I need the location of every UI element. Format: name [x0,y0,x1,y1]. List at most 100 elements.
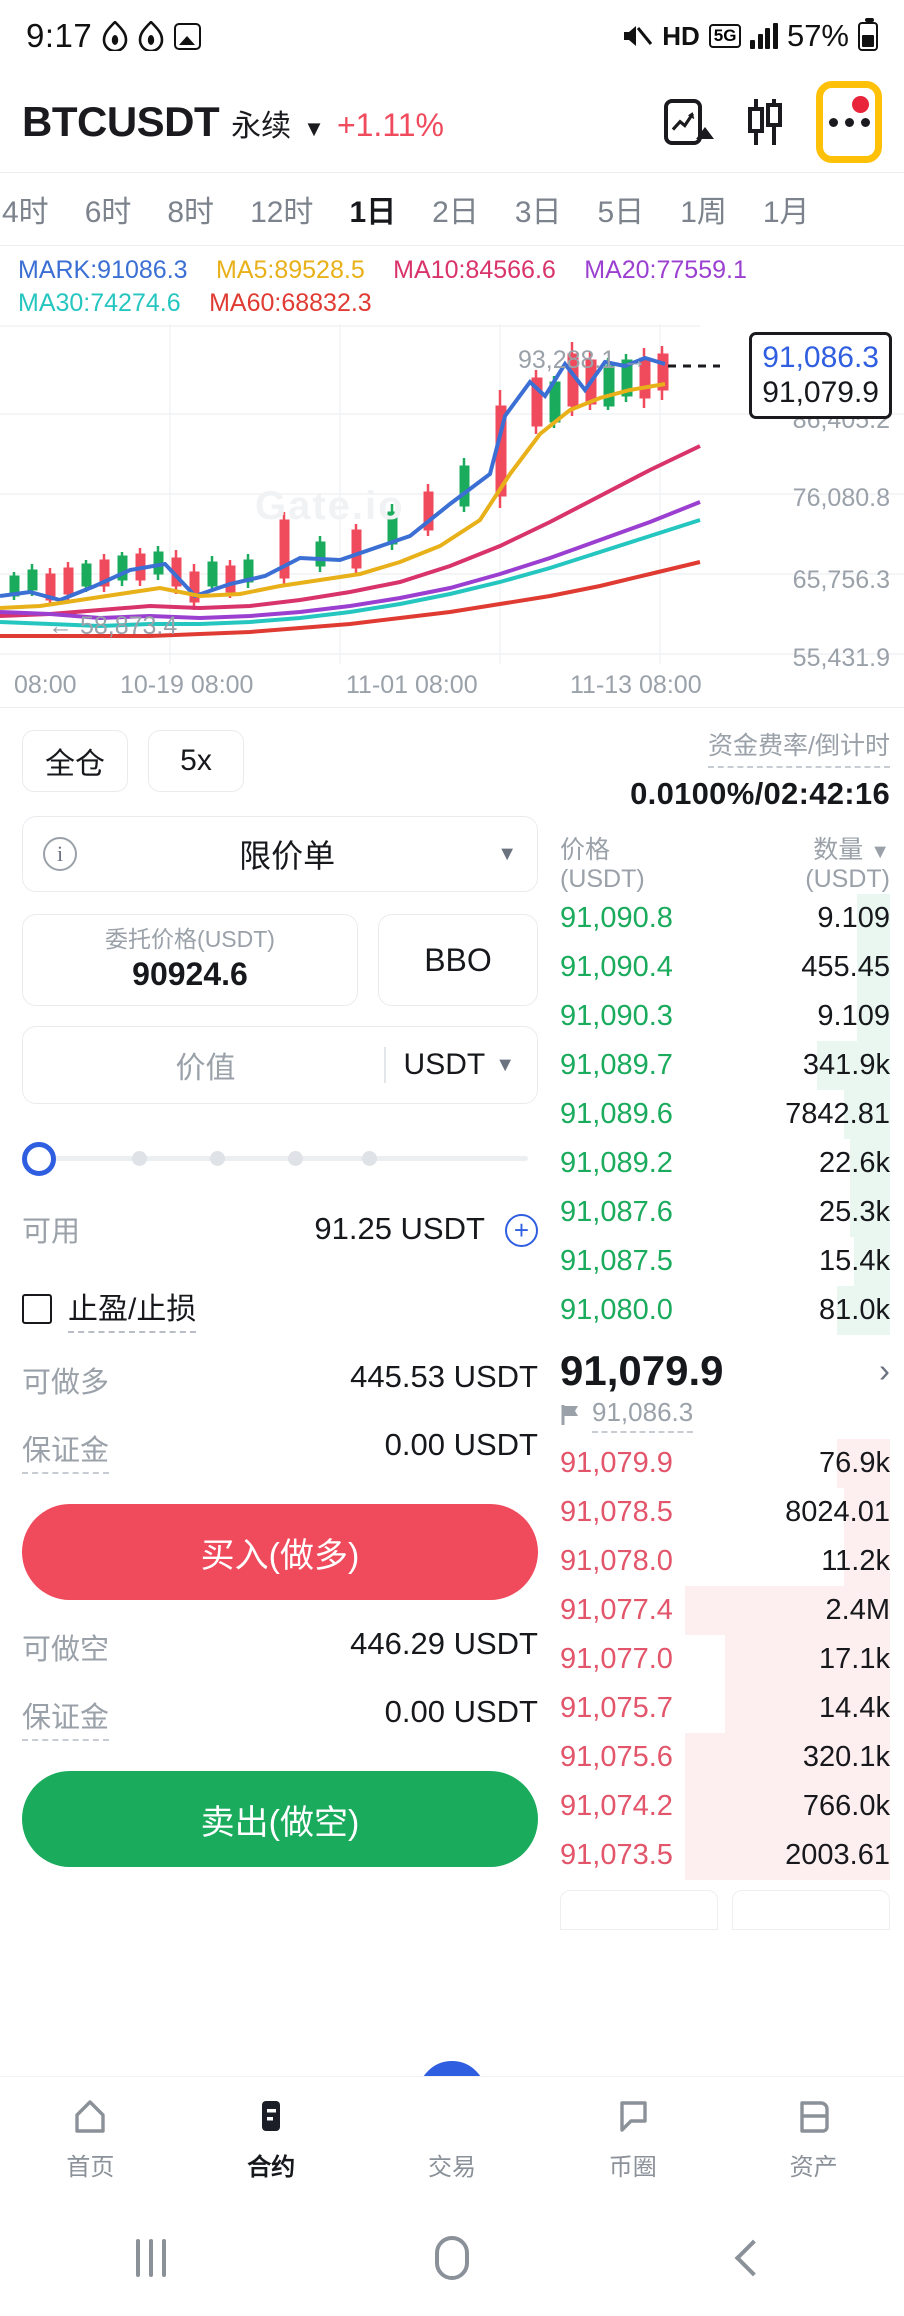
timeframe-tab-2d[interactable]: 2日 [432,196,479,229]
orderbook-row[interactable]: 91,087.5 15.4k [560,1236,890,1286]
x-tick-1: 08:00 [14,671,77,699]
timeframe-tab-8h[interactable]: 8时 [167,196,215,229]
bid-price: 91,073.5 [560,1838,673,1871]
mark-price-row: 91,086.3 [560,1397,890,1433]
orderbook-row[interactable]: 91,078.0 11.2k [560,1536,890,1586]
app-header: BTCUSDT 永续 ▼ +1.11% [0,72,904,172]
orderbook-row[interactable]: 91,090.4 455.45 [560,942,890,992]
orderbook-row[interactable]: 91,079.9 76.9k [560,1438,890,1488]
chevron-down-icon[interactable]: ▼ [495,1053,515,1076]
bid-price: 91,075.6 [560,1740,673,1773]
slider-node-100[interactable] [362,1151,377,1166]
orderbook-row[interactable]: 91,089.7 341.9k [560,1040,890,1090]
bids-list: 91,079.9 76.9k 91,078.5 8024.01 91,078.0 11… [560,1438,890,1880]
order-type-label: 限价单 [239,838,336,874]
order-amount-input[interactable]: 价值 USDT ▼ [22,1026,538,1104]
timeframe-tabs[interactable]: 4时 6时 8时 12时 1日 2日 3日 5日 1周 1月 [0,172,904,246]
bid-amount: 766.0k [802,1789,890,1822]
timeframe-tab-6h[interactable]: 6时 [84,196,132,229]
orderbook-row[interactable]: 91,078.5 8024.01 [560,1487,890,1537]
last-price-block[interactable]: 91,079.9 › 91,086.3 [560,1335,890,1439]
timeframe-tab-12h[interactable]: 12时 [250,196,314,229]
sell-short-button[interactable]: 卖出(做空) [22,1771,538,1867]
leverage-button[interactable]: 5x [148,730,244,792]
tab-assets[interactable]: 资产 [723,2095,904,2182]
orderbook-row[interactable]: 91,077.4 2.4M [560,1585,890,1635]
timeframe-tab-1w[interactable]: 1周 [680,196,727,229]
home-nav-button[interactable] [301,2236,602,2280]
orderbook-footer-tab-right[interactable] [732,1889,890,1930]
bid-price: 91,078.0 [560,1544,673,1577]
tpsl-checkbox[interactable] [22,1293,52,1324]
orderbook-row[interactable]: 91,077.0 17.1k [560,1634,890,1684]
timeframe-tab-4h[interactable]: 4时 [2,196,49,229]
orderbook-row[interactable]: 91,075.6 320.1k [560,1732,890,1782]
orderbook-price-unit: (USDT) [560,864,645,893]
tab-community[interactable]: 币圈 [542,2095,723,2182]
more-options-button[interactable] [816,81,882,163]
orderbook-row[interactable]: 91,089.2 22.6k [560,1138,890,1188]
bid-price: 91,077.4 [560,1593,673,1626]
timeframe-tab-3d[interactable]: 3日 [514,196,562,229]
price-chart[interactable]: Gate.io [0,324,904,672]
candlestick-button[interactable] [744,97,786,147]
ask-amount: 9.109 [817,901,890,934]
orderbook-row[interactable]: 91,075.7 14.4k [560,1683,890,1733]
order-amount-unit: USDT [403,1048,486,1081]
recent-apps-button[interactable] [0,2239,301,2277]
available-balance-row: 可用 91.25 USDT + [22,1208,538,1250]
signal-icon [750,23,778,49]
orderbook-footer-tabs[interactable] [560,1889,890,1930]
slider-node-75[interactable] [288,1151,303,1166]
price-change-percent: +1.11% [336,107,444,143]
back-nav-button[interactable] [603,2239,904,2277]
chart-high-annotation: 93,288.1 → [518,346,648,374]
ask-amount: 22.6k [819,1146,890,1179]
tab-home[interactable]: 首页 [0,2095,181,2182]
image-icon [174,22,202,50]
order-price-input[interactable]: 委托价格(USDT) 90924.6 [22,914,358,1006]
tab-community-label: 币圈 [608,2154,657,2181]
tab-trade[interactable]: 交易 [362,2095,543,2182]
sort-desc-icon[interactable]: ▼ [870,841,890,863]
timeframe-tab-1m[interactable]: 1月 [762,196,810,229]
info-icon[interactable]: i [43,837,77,871]
bbo-button[interactable]: BBO [378,914,538,1006]
home-nav-icon [434,2236,469,2280]
orderbook-footer-tab-left[interactable] [560,1889,718,1930]
symbol-selector[interactable]: BTCUSDT 永续 ▼ +1.11% [22,98,444,146]
system-navigation-bar[interactable] [0,2200,904,2316]
timeframe-tab-5d[interactable]: 5日 [597,196,645,229]
chevron-right-icon[interactable]: › [879,1351,890,1389]
chat-icon [620,2101,647,2132]
slider-thumb[interactable] [22,1142,56,1176]
amount-slider[interactable] [22,1138,538,1178]
order-type-select[interactable]: i 限价单 ▼ [22,816,538,892]
tab-contract[interactable]: 合约 [181,2095,362,2182]
orderbook-amount-unit: (USDT) [805,864,890,893]
tab-trade-label: 交易 [427,2154,476,2181]
plus-circle-icon[interactable]: + [505,1213,538,1247]
tpsl-row[interactable]: 止盈/止损 [22,1284,538,1333]
header-actions [664,81,882,163]
bottom-tab-bar[interactable]: 首页 合约 交易 币圈 资产 [0,2076,904,2200]
orderbook-row[interactable]: 91,090.8 9.109 [560,893,890,943]
slider-node-25[interactable] [132,1151,147,1166]
slider-node-50[interactable] [210,1151,225,1166]
orderbook-row[interactable]: 91,074.2 766.0k [560,1781,890,1831]
timeframe-tab-1d[interactable]: 1日 [349,196,397,229]
orderbook-row[interactable]: 91,089.6 7842.81 [560,1089,890,1139]
line-chart-button[interactable] [664,99,714,145]
orderbook-row[interactable]: 91,080.0 81.0k [560,1285,890,1335]
bid-amount: 2003.61 [785,1838,890,1871]
recent-apps-icon [135,2239,166,2277]
ask-amount: 81.0k [819,1293,890,1326]
funding-rate-block[interactable]: 资金费率/倒计时 0.0100%/02:42:16 [560,708,890,812]
orderbook-amount-header[interactable]: 数量 ▼ (USDT) [805,836,890,894]
orderbook-row[interactable]: 91,090.3 9.109 [560,991,890,1041]
buy-long-button[interactable]: 买入(做多) [22,1504,538,1600]
orderbook-row[interactable]: 91,073.5 2003.61 [560,1830,890,1880]
margin-mode-button[interactable]: 全仓 [22,730,128,792]
orderbook-row[interactable]: 91,087.6 25.3k [560,1187,890,1237]
